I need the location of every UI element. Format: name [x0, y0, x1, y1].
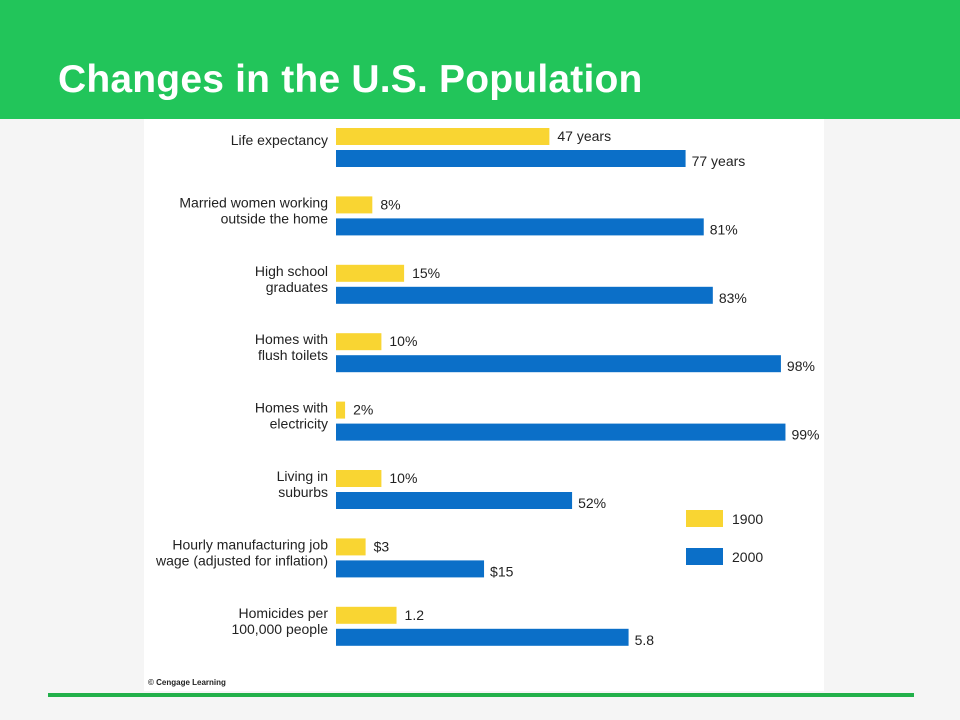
bar-chart: © Cengage Learning 47 years 77 years Life … — [148, 128, 819, 687]
category-label: graduates — [266, 279, 328, 295]
bar-2000 — [336, 492, 573, 509]
value-label-2000: 81% — [710, 221, 738, 237]
bar-2000 — [336, 560, 485, 578]
bar-1900 — [336, 606, 397, 624]
value-label-1900: 2% — [353, 402, 373, 418]
bar-2000 — [336, 150, 686, 167]
value-label-1900: 1.2 — [405, 607, 425, 623]
category-label: Hourly manufacturing job — [172, 536, 328, 552]
bar-1900 — [336, 333, 382, 351]
bar-1900 — [336, 264, 405, 282]
category-label: flush toilets — [258, 347, 328, 363]
category-label: Homes with — [255, 331, 328, 347]
value-label-1900: 8% — [380, 196, 400, 212]
bar-2000 — [336, 218, 704, 236]
slide-header — [0, 0, 960, 119]
value-label-1900: 15% — [412, 265, 440, 281]
value-label-2000: 83% — [719, 290, 747, 306]
category-label: 100,000 people — [231, 621, 328, 637]
value-label-1900: 10% — [389, 333, 417, 349]
bar-2000 — [336, 355, 781, 373]
category-label: suburbs — [278, 484, 328, 500]
value-label-2000: 98% — [787, 358, 815, 374]
value-label-1900: $3 — [374, 538, 390, 554]
legend-label-1900: 1900 — [732, 511, 763, 527]
category-label: outside the home — [221, 210, 329, 226]
bar-1900 — [336, 470, 382, 487]
chart-panel: © Cengage Learning 47 years 77 years Life … — [144, 119, 824, 691]
category-label: Married women working — [179, 194, 328, 210]
footer-rule — [48, 693, 914, 697]
category-label: wage (adjusted for inflation) — [155, 552, 328, 568]
category-label: Life expectancy — [231, 132, 328, 148]
category-label: electricity — [270, 416, 328, 432]
slide-title: Changes in the U.S. Population — [58, 58, 643, 101]
value-label-1900: 10% — [389, 470, 417, 486]
legend-swatch-2000 — [686, 548, 723, 565]
bar-1900 — [336, 128, 550, 145]
value-label-2000: 52% — [578, 495, 606, 511]
value-label-2000: 99% — [791, 427, 819, 443]
bar-1900 — [336, 401, 346, 419]
category-label: Homes with — [255, 400, 328, 416]
value-label-2000: $15 — [490, 563, 514, 579]
bar-1900 — [336, 196, 373, 214]
copyright-credit: © Cengage Learning — [148, 678, 226, 687]
bar-1900 — [336, 538, 366, 556]
value-label-1900: 47 years — [557, 128, 611, 144]
legend-swatch-1900 — [686, 510, 723, 527]
category-label: Living in — [277, 468, 328, 484]
value-label-2000: 77 years — [692, 153, 746, 169]
legend-label-2000: 2000 — [732, 549, 763, 565]
bar-2000 — [336, 423, 786, 441]
value-label-2000: 5.8 — [635, 632, 655, 648]
bar-2000 — [336, 628, 629, 646]
bar-2000 — [336, 286, 713, 304]
category-label: High school — [255, 263, 328, 279]
category-label: Homicides per — [239, 605, 329, 621]
